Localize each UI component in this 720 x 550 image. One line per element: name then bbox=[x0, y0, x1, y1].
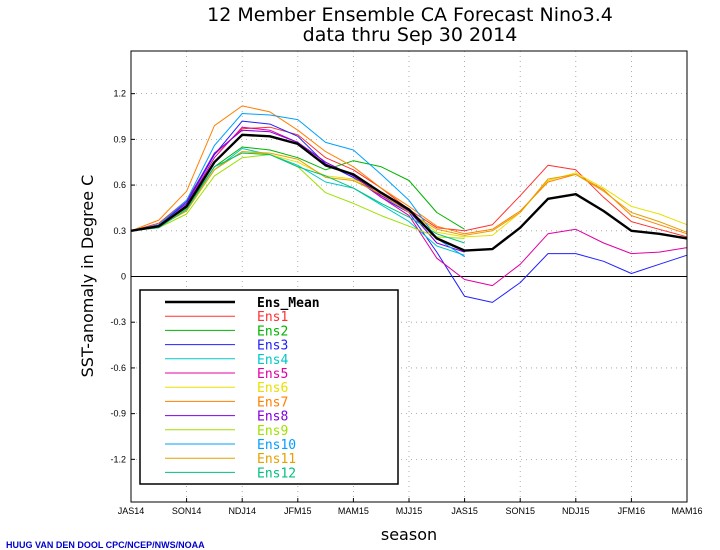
x-tick-label: MJJ15 bbox=[396, 506, 423, 516]
x-tick-label: NDJ15 bbox=[562, 506, 590, 516]
chart-title: 12 Member Ensemble CA Forecast Nino3.4 bbox=[207, 4, 613, 26]
series-line-ens1 bbox=[130, 126, 688, 238]
series-line-ens2 bbox=[130, 146, 465, 232]
series-line-ens10 bbox=[130, 113, 465, 258]
legend-label: Ens10 bbox=[257, 438, 296, 453]
x-tick-label: SON15 bbox=[505, 506, 535, 516]
series-lines bbox=[130, 105, 688, 303]
legend-label: Ens11 bbox=[257, 452, 296, 467]
x-axis-label: season bbox=[381, 525, 437, 544]
chart-subtitle: data thru Sep 30 2014 bbox=[303, 24, 518, 46]
y-tick-label: 0 bbox=[121, 272, 126, 282]
x-tick-label: JAS15 bbox=[451, 506, 478, 516]
legend-label: Ens_Mean bbox=[257, 296, 320, 311]
series-line-ens-mean bbox=[130, 133, 688, 252]
series-line-ens7 bbox=[130, 105, 688, 235]
series-line-ens5 bbox=[130, 126, 688, 287]
legend-label: Ens7 bbox=[257, 395, 288, 410]
x-tick-label: JAS14 bbox=[118, 506, 145, 516]
legend-label: Ens8 bbox=[257, 410, 288, 425]
legend-label: Ens5 bbox=[257, 367, 288, 382]
y-tick-label: 1.2 bbox=[113, 89, 126, 99]
x-tick-label: MAM16 bbox=[671, 506, 702, 516]
credit-text: HUUG VAN DEN DOOL CPC/NCEP/NWS/NOAA bbox=[6, 540, 205, 550]
x-tick-label: MAM15 bbox=[338, 506, 369, 516]
y-tick-label: -0.3 bbox=[110, 317, 126, 327]
legend-label: Ens3 bbox=[257, 339, 288, 354]
y-tick-label: -0.6 bbox=[110, 363, 126, 373]
y-axis-label: SST-anomaly in Degree C bbox=[78, 175, 97, 378]
legend-label: Ens12 bbox=[257, 466, 296, 481]
legend-items: Ens_MeanEns1Ens2Ens3Ens4Ens5Ens6Ens7Ens8… bbox=[165, 296, 320, 481]
legend-label: Ens1 bbox=[257, 310, 288, 325]
x-tick-label: JFM16 bbox=[618, 506, 646, 516]
y-tick-label: -0.9 bbox=[110, 409, 126, 419]
x-tick-label: SON14 bbox=[172, 506, 202, 516]
series-line-ens12 bbox=[130, 152, 465, 244]
x-tick-label: NDJ14 bbox=[228, 506, 256, 516]
legend-label: Ens4 bbox=[257, 353, 288, 368]
x-tick-label: JFM15 bbox=[284, 506, 312, 516]
series-line-ens11 bbox=[130, 151, 688, 236]
y-tick-label: -1.2 bbox=[110, 454, 126, 464]
y-tick-label: 0.9 bbox=[113, 134, 126, 144]
y-tick-label: 0.6 bbox=[113, 180, 126, 190]
y-axis-ticks: -1.2 -0.9 -0.6 -0.3 0 0.3 0.6 0.9 1.2 bbox=[110, 89, 135, 464]
legend-label: Ens6 bbox=[257, 381, 288, 396]
x-axis-ticks: JAS14 SON14 NDJ14 JFM15 MAM15 MJJ15 JAS15 SON15… bbox=[118, 498, 703, 516]
legend-label: Ens9 bbox=[257, 424, 288, 439]
legend-label: Ens2 bbox=[257, 324, 288, 339]
y-tick-label: 0.3 bbox=[113, 226, 126, 236]
legend: Ens_MeanEns1Ens2Ens3Ens4Ens5Ens6Ens7Ens8… bbox=[139, 289, 399, 485]
